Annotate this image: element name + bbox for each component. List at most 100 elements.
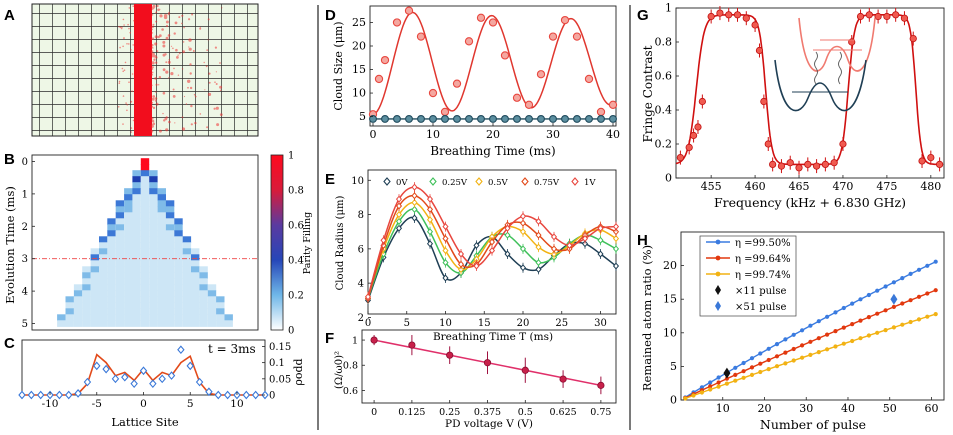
h-series-point <box>858 297 863 302</box>
c-data-point <box>55 390 64 400</box>
speckle <box>168 61 171 64</box>
g-inset-coupling-right <box>838 51 842 85</box>
heatmap-cell <box>107 284 116 291</box>
c-annotation: t = 3ms <box>208 342 256 356</box>
e-data-point <box>581 240 589 248</box>
f-ytick-label: 0.8 <box>343 361 358 372</box>
e-legend-label: 0.25V <box>442 178 468 188</box>
heatmap-cell <box>157 194 166 201</box>
speckle <box>162 40 166 44</box>
e-data-point <box>395 202 403 210</box>
panel-b-heatmap: 0 1 2 3 4 5 Evolution Time (ms) 0 0.2 0.4 0.6 0.8 1 P… <box>3 151 313 337</box>
g-xtick-label: 480 <box>920 180 941 193</box>
g-frame <box>675 7 945 179</box>
e-series-line <box>367 216 617 301</box>
e-data-point <box>411 192 418 200</box>
f-xtick-label: 0.625 <box>549 407 576 418</box>
e-data-point <box>395 195 403 203</box>
heatmap-cell <box>107 230 116 237</box>
speckle <box>219 85 223 89</box>
heatmap-cell <box>149 242 158 249</box>
h-series-point <box>891 280 897 285</box>
h-legend-label: η =99.74% <box>735 270 791 281</box>
speckle <box>153 58 156 61</box>
e-data-point <box>612 223 620 231</box>
d-flat-point <box>501 114 509 123</box>
heatmap-cell <box>115 320 125 327</box>
heatmap-cell <box>132 212 141 219</box>
speckle <box>117 106 120 108</box>
speckle <box>215 71 217 73</box>
d-flat-point <box>441 114 449 123</box>
c-data-point <box>102 364 110 374</box>
heatmap-cell <box>174 266 183 273</box>
heatmap-cell <box>132 284 141 291</box>
speckle <box>172 47 174 50</box>
speckle <box>126 109 128 112</box>
heatmap-cell <box>216 302 225 309</box>
heatmap-cell <box>174 302 183 309</box>
heatmap-cell <box>140 302 150 309</box>
g-data-point <box>760 97 768 106</box>
heatmap-cell <box>124 194 133 201</box>
b-ytick-label: 0 <box>22 157 28 168</box>
heatmap-cell <box>157 188 166 195</box>
h-xtick-label: 30 <box>799 402 813 415</box>
heatmap-cell <box>174 230 183 237</box>
h-legend-dot <box>715 255 721 261</box>
h-ytick-label: 15 <box>663 293 677 306</box>
e-legend-marker <box>383 177 391 186</box>
speckle <box>181 22 183 25</box>
heatmap-cell <box>165 230 175 237</box>
heatmap-cell <box>149 254 158 261</box>
heatmap-cell <box>99 308 108 315</box>
speckle <box>151 6 155 9</box>
speckle <box>208 81 211 84</box>
panel-label-d: D <box>325 7 336 24</box>
heatmap-cell <box>65 308 74 315</box>
heatmap-cell <box>140 206 150 213</box>
speckle <box>185 103 188 105</box>
speckle <box>118 82 121 84</box>
speckle <box>151 62 154 65</box>
d-breathing-point <box>560 15 570 25</box>
d-flat-point <box>573 114 581 123</box>
heatmap-cell <box>174 272 183 279</box>
e-data-point <box>364 293 372 301</box>
g-inset-lower-well <box>774 59 867 112</box>
heatmap-cell <box>115 218 125 225</box>
g-data-point <box>856 12 865 21</box>
d-breathing-point <box>428 88 438 98</box>
heatmap-cell <box>207 302 217 309</box>
heatmap-cell <box>174 284 183 291</box>
speckle <box>151 28 153 31</box>
speckle <box>159 14 163 18</box>
d-fit-line <box>372 11 614 115</box>
heatmap-cell <box>124 254 133 261</box>
e-xlabel: Breathing Time T (ms) <box>433 331 553 343</box>
panel-label-g: G <box>637 7 649 24</box>
heatmap-cell <box>65 302 74 309</box>
heatmap-cell <box>132 218 141 225</box>
e-xtick-label: 20 <box>517 318 530 329</box>
h-series-point <box>908 319 913 325</box>
panel-label-c: C <box>4 335 15 352</box>
speckle <box>157 35 160 39</box>
e-data-point <box>612 228 620 236</box>
e-data-point <box>426 216 434 224</box>
speckle <box>168 77 170 79</box>
e-data-point <box>457 265 465 273</box>
g-data-point <box>755 46 764 55</box>
heatmap-cell <box>124 248 133 255</box>
heatmap-cell <box>191 260 200 267</box>
speckle <box>172 88 175 91</box>
d-flat-point <box>525 114 533 123</box>
heatmap-cell <box>99 248 108 255</box>
c-data-point <box>111 374 120 384</box>
heatmap-cell <box>165 314 175 321</box>
heatmap-cell <box>157 224 166 231</box>
heatmap-cell <box>149 218 158 225</box>
h-legend-dot <box>715 271 721 277</box>
heatmap-cell <box>140 194 150 201</box>
c-data-point <box>130 379 138 389</box>
